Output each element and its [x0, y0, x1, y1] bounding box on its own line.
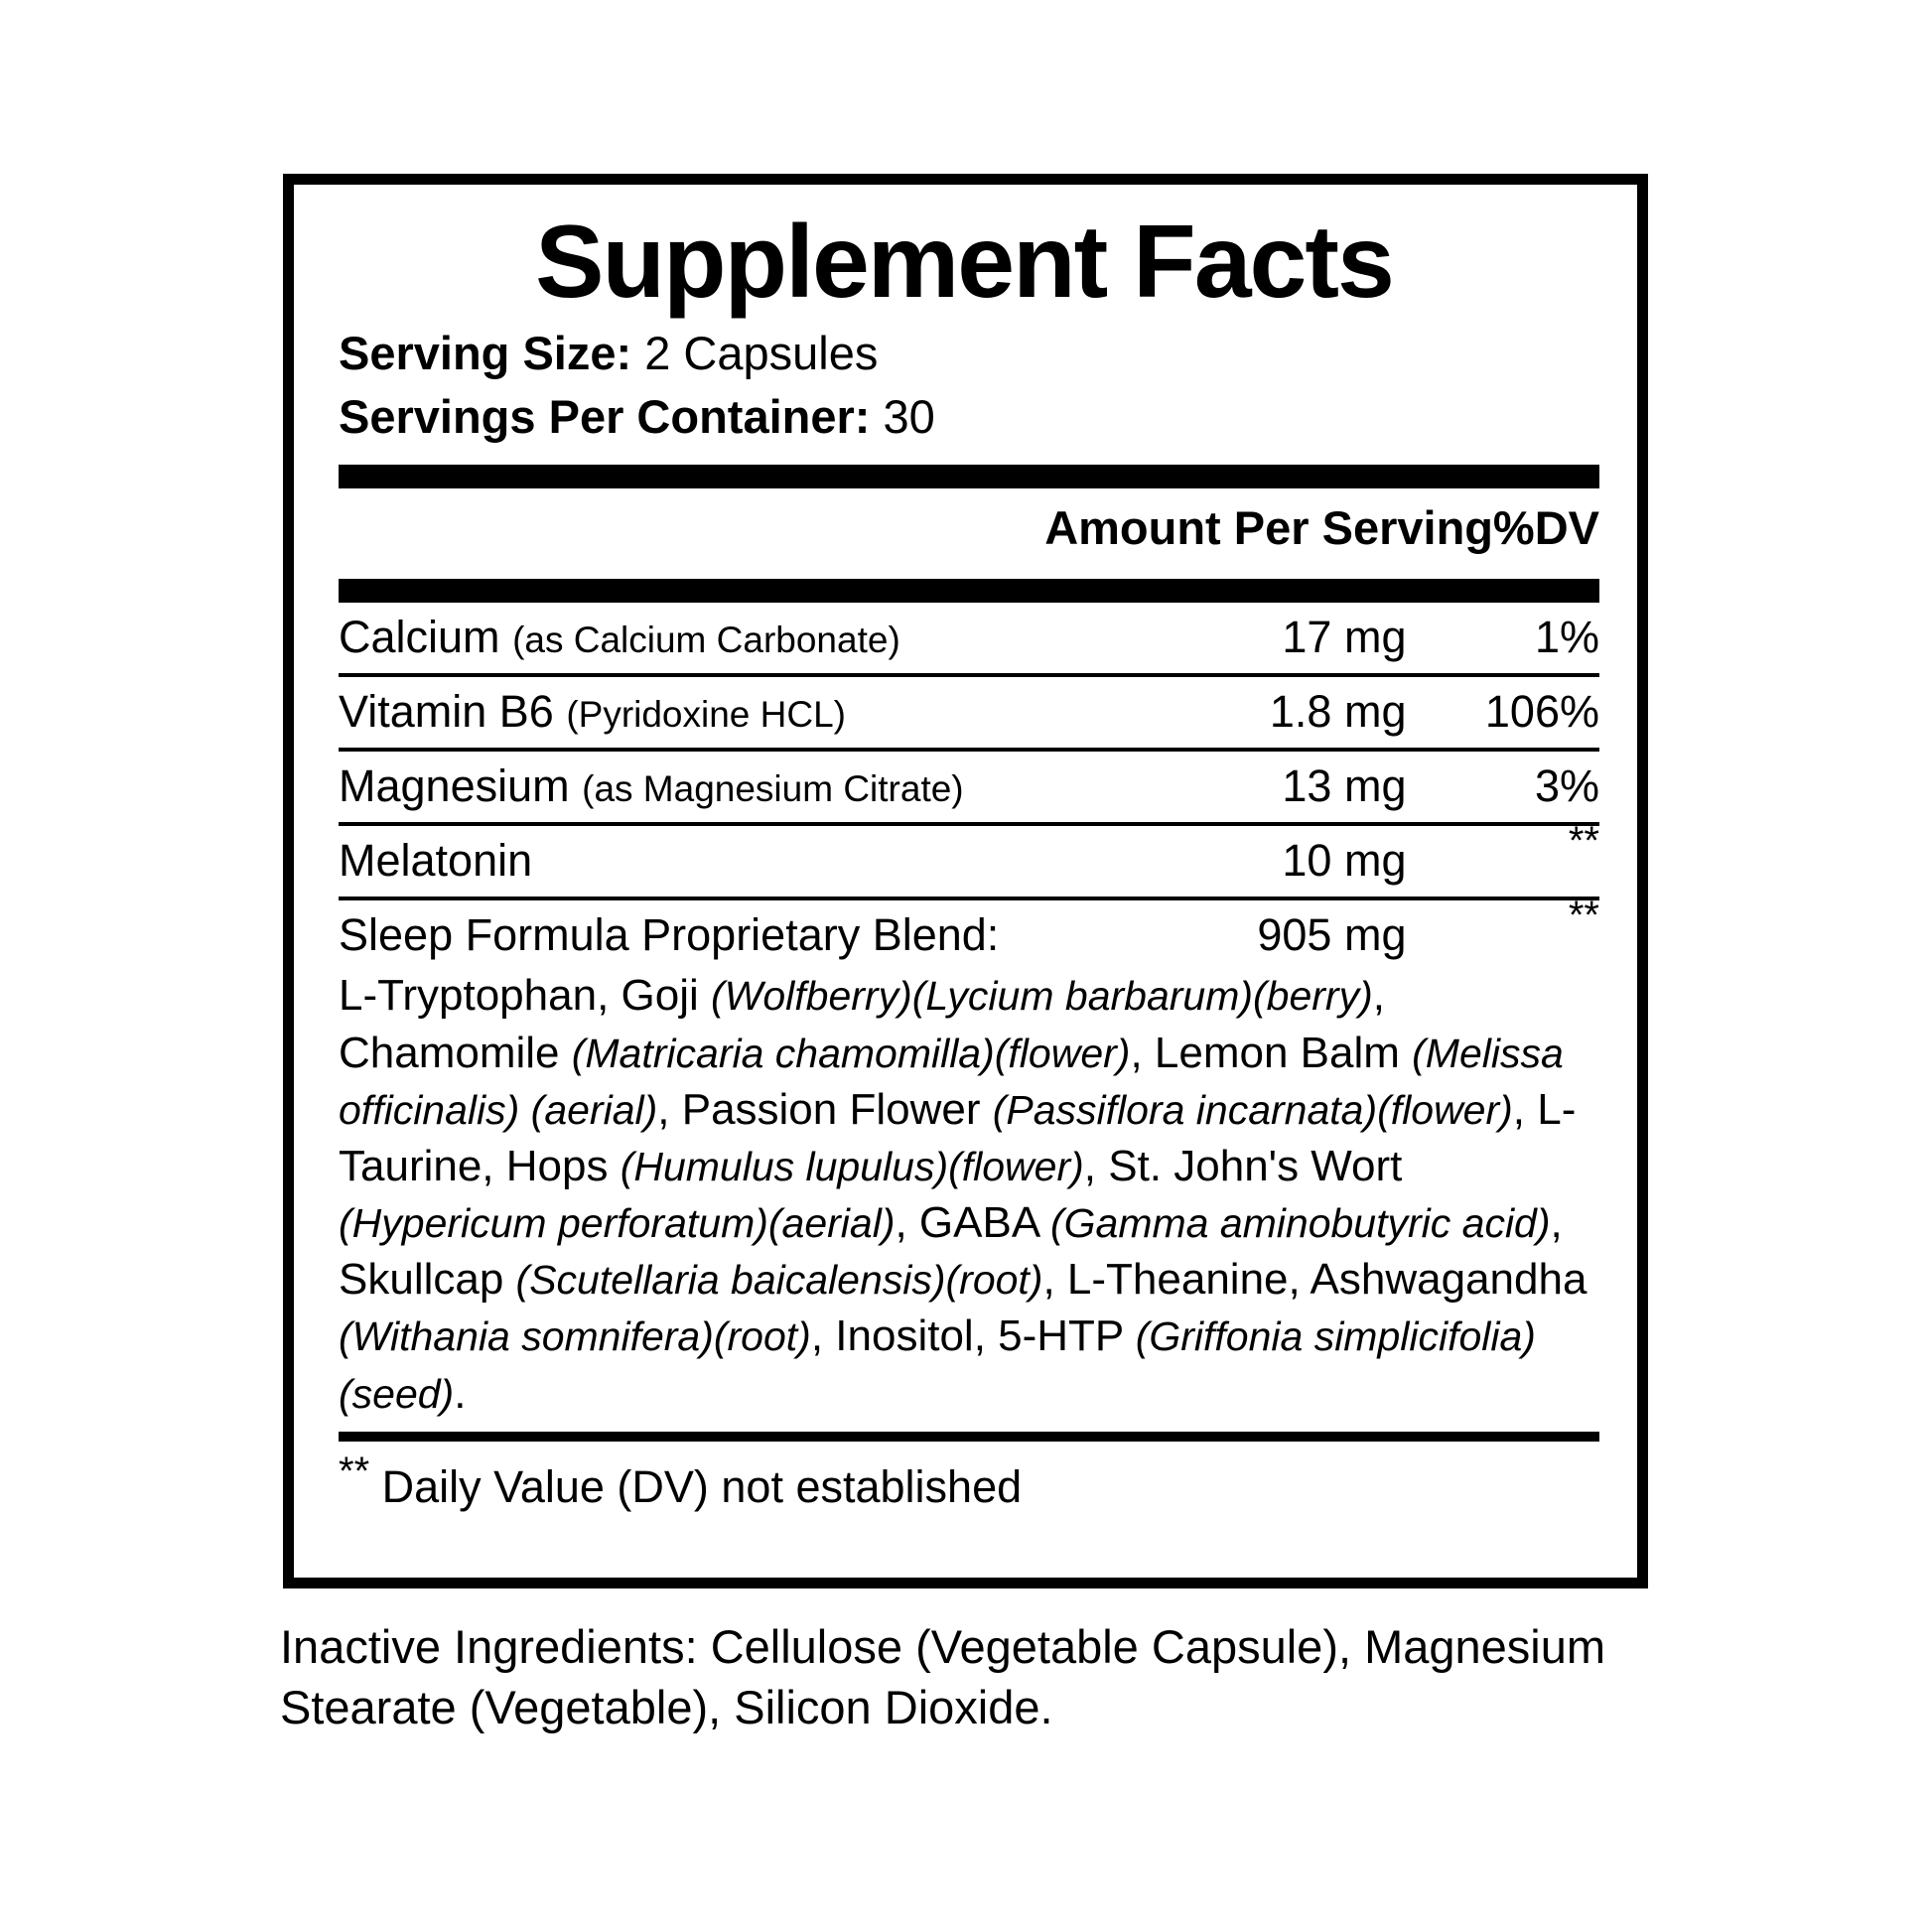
nutrient-name-cell: Magnesium (as Magnesium Citrate): [339, 752, 1044, 822]
nutrient-amount: 13 mg: [1282, 760, 1407, 812]
table-row: Calcium (as Calcium Carbonate) 17 mg 1%: [339, 603, 1599, 673]
dv-not-established-marker: **: [1568, 819, 1599, 864]
nutrient-name-cell: Vitamin B6 (Pyridoxine HCL): [339, 677, 1044, 748]
nutrient-dv: 1%: [1534, 612, 1599, 663]
nutrient-name-cell: Calcium (as Calcium Carbonate): [339, 603, 1044, 673]
footnote-stars: **: [339, 1449, 370, 1493]
blend-ingredients-text: L-Tryptophan, Goji (Wolfberry)(Lycium ba…: [339, 971, 1587, 1418]
nutrient-dv: 3%: [1534, 760, 1599, 812]
dv-not-established-marker: **: [1568, 894, 1599, 938]
nutrient-amount: 1.8 mg: [1269, 686, 1407, 738]
header-cell-name: [339, 488, 1044, 569]
nutrient-amount: 17 mg: [1282, 612, 1407, 663]
nutrient-source: (as Magnesium Citrate): [582, 768, 964, 810]
nutrient-dv: 106%: [1484, 686, 1599, 738]
serving-size-label: Serving Size:: [339, 327, 632, 379]
table-row: Vitamin B6 (Pyridoxine HCL) 1.8 mg 106%: [339, 677, 1599, 748]
serving-size-value: 2 Capsules: [644, 327, 879, 379]
nutrient-name: Calcium: [339, 612, 500, 663]
blend-amount: 905 mg: [1257, 909, 1407, 961]
header-cell-amount: Amount Per Serving: [1044, 501, 1493, 555]
row-divider: [339, 673, 1599, 678]
rule-above-header: [339, 465, 1599, 489]
serving-size-line: Serving Size: 2 Capsules: [339, 324, 1599, 383]
table-header-row: Amount Per Serving %DV: [339, 488, 1599, 569]
blend-name: Sleep Formula Proprietary Blend:: [339, 909, 1000, 961]
nutrient-name: Magnesium: [339, 760, 570, 812]
blend-header-row: Sleep Formula Proprietary Blend: 905 mg …: [339, 894, 1599, 965]
page-title: Supplement Facts: [535, 205, 1395, 320]
servings-per-container-label: Servings Per Container:: [339, 390, 871, 444]
footnote: ** Daily Value (DV) not established: [339, 1442, 1599, 1513]
panel-content: Supplement Facts Serving Size: 2 Capsule…: [339, 195, 1599, 1513]
nutrient-name: Melatonin: [339, 835, 533, 887]
nutrient-amount: 10 mg: [1282, 835, 1407, 887]
nutrients-table: Calcium (as Calcium Carbonate) 17 mg 1% …: [339, 603, 1599, 965]
inactive-ingredients: Inactive Ingredients: Cellulose (Vegetab…: [280, 1620, 1606, 1734]
rule-above-footnote: [339, 1431, 1599, 1442]
row-divider: [339, 748, 1599, 753]
table-row: Melatonin 10 mg **: [339, 819, 1599, 897]
row-divider: [339, 822, 1599, 827]
blend-dv: **: [1410, 894, 1599, 965]
nutrient-source: (as Calcium Carbonate): [512, 620, 900, 661]
servings-per-container-line: Servings Per Container: 30: [339, 387, 1599, 447]
footnote-text: Daily Value (DV) not established: [369, 1460, 1023, 1512]
nutrient-source: (Pyridoxine HCL): [566, 694, 847, 736]
header-cell-dv: %DV: [1492, 501, 1599, 555]
table-row: Magnesium (as Magnesium Citrate) 13 mg 3…: [339, 752, 1599, 822]
row-divider: [339, 897, 1599, 901]
nutrition-table: Amount Per Serving %DV: [339, 488, 1599, 569]
nutrient-name: Vitamin B6: [339, 686, 554, 738]
rule-below-header: [339, 579, 1599, 604]
servings-per-container-value: 30: [883, 390, 935, 444]
nutrient-dv: **: [1410, 819, 1599, 897]
nutrient-name-cell: Melatonin: [339, 826, 1044, 897]
supplement-facts-panel: Supplement Facts Serving Size: 2 Capsule…: [283, 174, 1648, 1588]
